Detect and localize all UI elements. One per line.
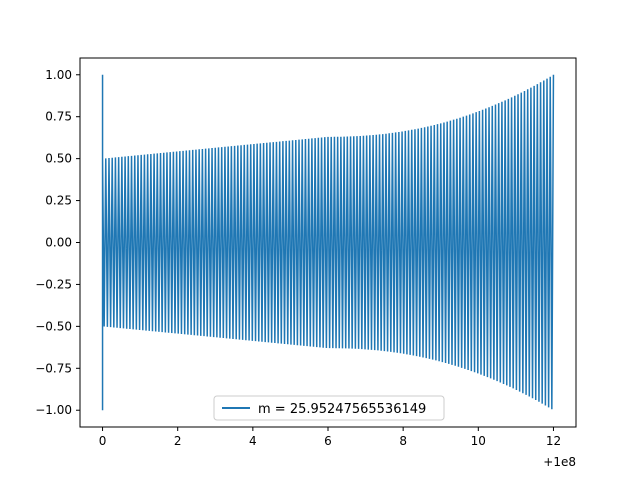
x-axis: 0 2 4 6 8 10 12: [99, 427, 561, 448]
y-tick-label: −0.50: [35, 319, 72, 333]
legend-label: m = 25.95247565536149: [258, 402, 426, 417]
x-tick-label: 10: [471, 434, 486, 448]
y-tick-label: 0.00: [45, 236, 72, 250]
x-tick-label: 4: [249, 434, 257, 448]
y-tick-label: 0.25: [45, 194, 72, 208]
series-line: [101, 74, 555, 411]
y-tick-label: 0.50: [45, 152, 72, 166]
y-tick-label: −0.75: [35, 361, 72, 375]
x-tick-label: 12: [546, 434, 561, 448]
y-tick-label: 1.00: [45, 68, 72, 82]
y-axis: 1.00 0.75 0.50 0.25 0.00 −0.25 −0.50 −0.75 −1.00: [35, 68, 80, 417]
x-tick-label: 8: [399, 434, 407, 448]
legend-box: [213, 395, 445, 421]
y-tick-label: 0.75: [45, 110, 72, 124]
x-offset-label: +1e8: [543, 455, 576, 469]
x-tick-label: 6: [324, 434, 332, 448]
x-tick-label: 0: [99, 434, 107, 448]
plot-area: [101, 74, 555, 411]
legend: m = 25.95247565536149: [213, 395, 445, 421]
y-tick-label: −1.00: [35, 403, 72, 417]
x-tick-label: 2: [174, 434, 182, 448]
y-tick-label: −0.25: [35, 277, 72, 291]
